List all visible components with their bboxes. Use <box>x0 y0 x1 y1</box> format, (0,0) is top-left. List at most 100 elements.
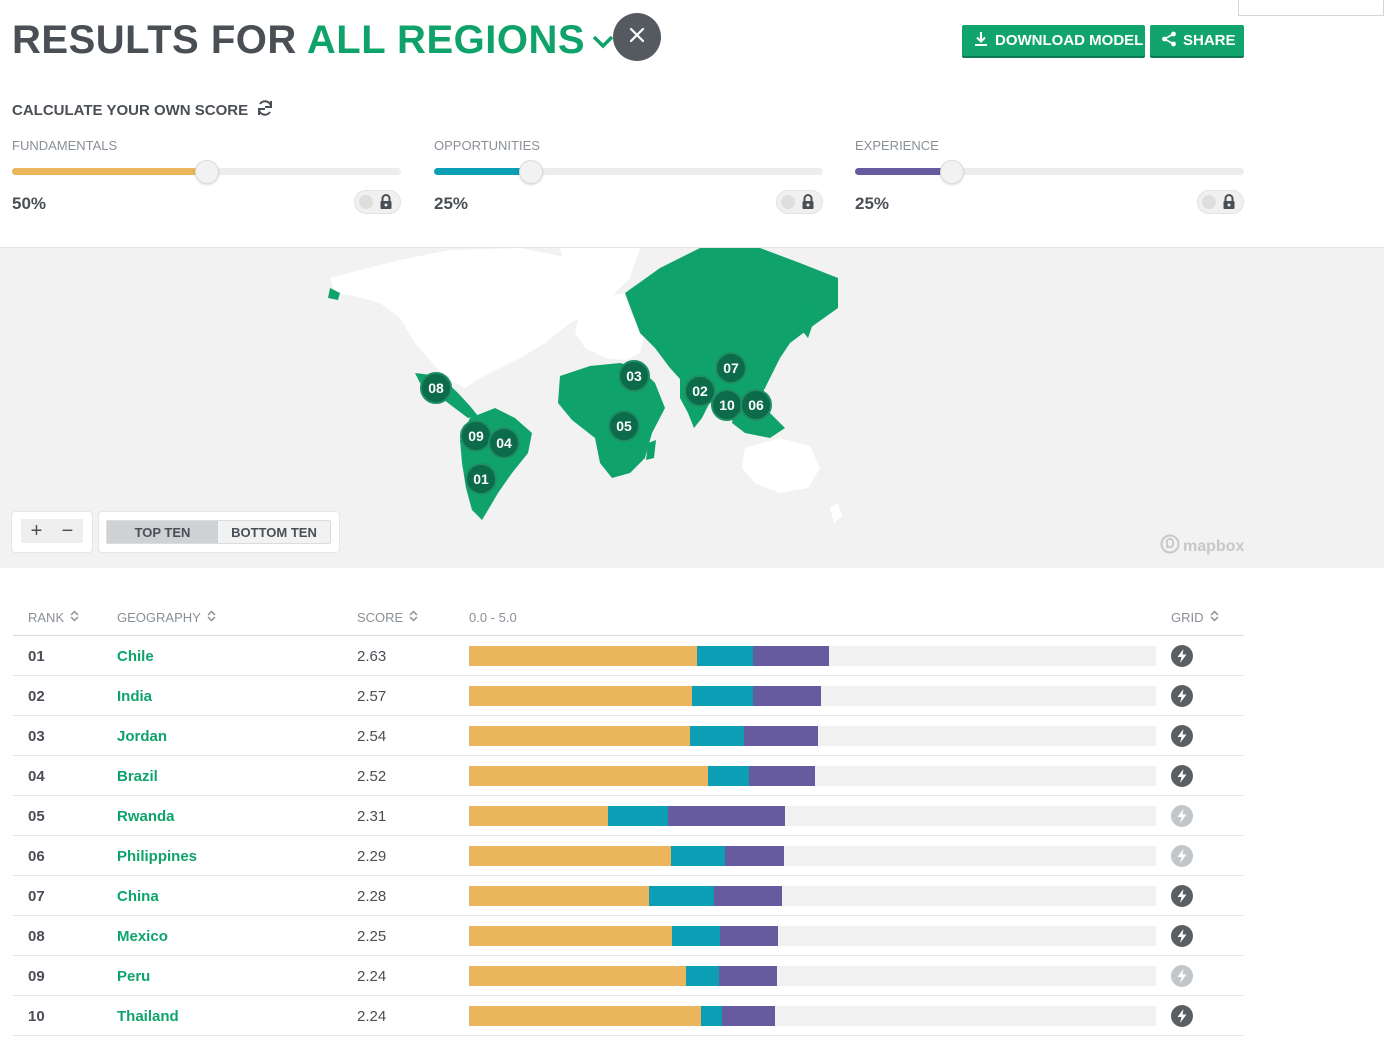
calculate-score-title: CALCULATE YOUR OWN SCORE <box>12 101 249 119</box>
table-row[interactable]: 09 Peru 2.24 <box>13 956 1244 996</box>
table-row[interactable]: 02 India 2.57 <box>13 676 1244 716</box>
table-row[interactable]: 06 Philippines 2.29 <box>13 836 1244 876</box>
sort-icon <box>70 610 79 625</box>
table-row[interactable]: 07 China 2.28 <box>13 876 1244 916</box>
slider-thumb[interactable] <box>940 160 965 184</box>
table-row[interactable]: 01 Chile 2.63 <box>13 636 1244 676</box>
table-row[interactable]: 08 Mexico 2.25 <box>13 916 1244 956</box>
bottom-ten-button[interactable]: BOTTOM TEN <box>231 524 317 540</box>
score-cell: 2.31 <box>357 808 387 825</box>
lightning-icon[interactable] <box>1171 925 1193 947</box>
geography-link[interactable]: Chile <box>117 648 154 665</box>
close-button[interactable] <box>613 13 661 61</box>
map-marker[interactable]: 04 <box>488 427 520 459</box>
geography-link[interactable]: Mexico <box>117 928 168 945</box>
score-bar <box>469 926 1156 946</box>
rank-cell: 01 <box>28 648 45 665</box>
lock-toggle[interactable] <box>354 190 401 214</box>
table-body: 01 Chile 2.63 02 India 2.57 03 Jordan 2.54 04 Braz… <box>13 636 1244 1036</box>
slider-experience: EXPERIENCE 25% <box>855 138 1244 218</box>
lock-toggle[interactable] <box>1197 190 1244 214</box>
table-row[interactable]: 10 Thailand 2.24 <box>13 996 1244 1036</box>
region-selector[interactable]: ALL REGIONS <box>307 18 615 62</box>
map-marker[interactable]: 08 <box>420 372 452 404</box>
lightning-icon[interactable] <box>1171 965 1193 987</box>
geography-link[interactable]: Brazil <box>117 768 158 785</box>
title-prefix: RESULTS FOR <box>12 18 297 62</box>
lightning-icon[interactable] <box>1171 845 1193 867</box>
lightning-icon[interactable] <box>1171 685 1193 707</box>
lock-icon <box>801 194 815 215</box>
range-column-header: 0.0 - 5.0 <box>469 610 517 625</box>
zoom-controls: + − <box>12 512 92 552</box>
slider-track[interactable] <box>855 160 1244 184</box>
geography-link[interactable]: India <box>117 688 153 705</box>
lock-toggle[interactable] <box>776 190 823 214</box>
score-bar <box>469 846 1156 866</box>
rank-cell: 05 <box>28 808 45 825</box>
rank-cell: 04 <box>28 768 45 785</box>
table-row[interactable]: 05 Rwanda 2.31 <box>13 796 1244 836</box>
opportunities-segment <box>697 646 754 666</box>
map-marker[interactable]: 07 <box>715 352 747 384</box>
table-row[interactable]: 04 Brazil 2.52 <box>13 756 1244 796</box>
geography-link[interactable]: Rwanda <box>117 808 175 825</box>
zoom-buttons: + − <box>21 519 83 543</box>
grid-header-label: GRID <box>1171 610 1204 625</box>
opportunities-segment <box>701 1006 722 1026</box>
grid-column-header[interactable]: GRID <box>1171 610 1219 625</box>
table-row[interactable]: 03 Jordan 2.54 <box>13 716 1244 756</box>
map-marker[interactable]: 06 <box>740 389 772 421</box>
refresh-icon[interactable] <box>256 99 274 121</box>
map-marker[interactable]: 03 <box>618 360 650 392</box>
slider-track[interactable] <box>12 160 401 184</box>
zoom-in-button[interactable]: + <box>30 520 43 542</box>
close-icon <box>628 26 646 49</box>
lightning-icon[interactable] <box>1171 1005 1193 1027</box>
map-marker[interactable]: 09 <box>460 420 492 452</box>
zoom-out-button[interactable]: − <box>61 520 74 542</box>
slider-value: 25% <box>855 194 890 213</box>
world-map[interactable]: 08 09 04 01 03 05 02 07 10 06 + − TOP TE… <box>0 248 1384 568</box>
slider-track[interactable] <box>434 160 823 184</box>
score-cell: 2.54 <box>357 728 387 745</box>
map-marker[interactable]: 01 <box>465 463 497 495</box>
download-model-button[interactable]: DOWNLOAD MODEL <box>962 25 1145 56</box>
share-button[interactable]: SHARE <box>1150 25 1244 56</box>
top-ten-button[interactable]: TOP TEN <box>107 521 218 543</box>
geography-link[interactable]: Jordan <box>117 728 168 745</box>
rank-column-header[interactable]: RANK <box>28 610 79 625</box>
lightning-icon[interactable] <box>1171 805 1193 827</box>
slider-value: 25% <box>434 194 469 213</box>
toggle-knob <box>359 195 373 209</box>
score-bar <box>469 646 1156 666</box>
geography-link[interactable]: Thailand <box>117 1008 179 1025</box>
fundamentals-segment <box>469 1006 702 1026</box>
table-header: RANK GEOGRAPHY SCORE 0.0 - 5.0 GRID <box>13 598 1244 636</box>
score-column-header[interactable]: SCORE <box>357 610 418 625</box>
lightning-icon[interactable] <box>1171 725 1193 747</box>
geography-link[interactable]: Peru <box>117 968 151 985</box>
calculate-score-heading: CALCULATE YOUR OWN SCORE <box>12 99 274 121</box>
lightning-icon[interactable] <box>1171 765 1193 787</box>
map-marker[interactable]: 10 <box>711 389 743 421</box>
geography-column-header[interactable]: GEOGRAPHY <box>117 610 216 625</box>
score-cell: 2.63 <box>357 648 387 665</box>
ranking-toggle: TOP TEN BOTTOM TEN <box>99 512 339 552</box>
opportunities-segment <box>672 926 721 946</box>
slider-thumb[interactable] <box>194 160 219 184</box>
fundamentals-segment <box>469 886 649 906</box>
lightning-icon[interactable] <box>1171 645 1193 667</box>
ranking-toggle-buttons: TOP TEN BOTTOM TEN <box>106 520 331 544</box>
toggle-knob <box>781 195 795 209</box>
geography-link[interactable]: Philippines <box>117 848 198 865</box>
geography-link[interactable]: China <box>117 888 159 905</box>
map-marker[interactable]: 05 <box>608 410 640 442</box>
score-bar <box>469 806 1156 826</box>
map-marker[interactable]: 02 <box>684 375 716 407</box>
mapbox-attribution[interactable]: mapbox <box>1160 534 1244 559</box>
slider-thumb[interactable] <box>519 160 544 184</box>
lightning-icon[interactable] <box>1171 885 1193 907</box>
rank-cell: 06 <box>28 848 45 865</box>
fundamentals-segment <box>469 806 608 826</box>
